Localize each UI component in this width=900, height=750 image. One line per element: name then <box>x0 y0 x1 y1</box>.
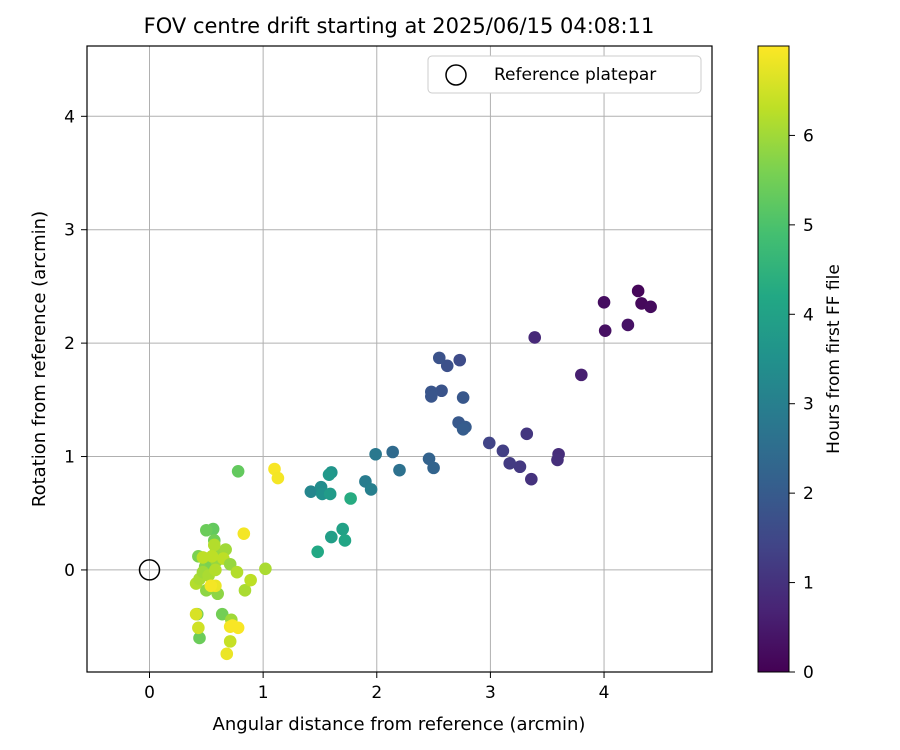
x-axis-ticks: 0 1 2 3 4 <box>144 672 609 703</box>
x-axis-label: Angular distance from reference (arcmin) <box>213 714 586 735</box>
data-point <box>364 483 378 496</box>
data-point <box>207 538 221 552</box>
colorbar-tick-label: 0 <box>803 663 814 683</box>
data-point <box>209 563 222 577</box>
legend-box <box>427 55 702 94</box>
reference-marker <box>138 559 161 581</box>
y-tick-label: 4 <box>64 107 75 127</box>
data-point <box>226 619 239 632</box>
data-point <box>193 631 206 645</box>
data-point <box>525 472 538 486</box>
data-point <box>597 295 611 309</box>
data-point <box>338 534 352 547</box>
data-point <box>520 427 534 441</box>
data-point <box>482 436 496 450</box>
y-tick-label: 3 <box>64 221 75 241</box>
data-point <box>220 647 234 661</box>
data-point <box>453 353 467 367</box>
legend-marker <box>445 64 467 86</box>
x-tick-label: 3 <box>485 683 496 703</box>
data-point <box>427 461 440 475</box>
data-point <box>204 579 218 593</box>
data-point <box>621 318 635 332</box>
data-point <box>513 460 527 474</box>
data-point <box>325 530 338 544</box>
data-point <box>393 463 406 477</box>
data-point <box>238 584 252 597</box>
data-point <box>425 390 438 403</box>
data-point <box>336 522 349 536</box>
colorbar-ticks: 0 1 2 3 4 5 6 <box>789 126 814 683</box>
data-point <box>231 464 245 478</box>
data-point <box>528 331 542 344</box>
data-point <box>196 551 210 564</box>
data-point <box>503 457 517 470</box>
colorbar-tick-label: 1 <box>803 574 814 594</box>
data-point <box>304 485 318 498</box>
chart-title: FOV centre drift starting at 2025/06/15 … <box>144 14 655 38</box>
colorbar: 0 1 2 3 4 5 6 Hours from first FF file <box>757 45 844 683</box>
colorbar-tick-label: 6 <box>803 126 814 146</box>
data-point <box>575 368 588 382</box>
data-point <box>386 445 399 459</box>
data-point <box>223 635 237 648</box>
data-point <box>200 523 213 537</box>
y-axis-ticks: 0 1 2 3 4 <box>64 107 87 581</box>
data-point <box>237 527 251 540</box>
data-point <box>189 607 203 621</box>
data-point <box>435 384 448 398</box>
colorbar-tick-label: 5 <box>803 216 814 236</box>
data-point <box>631 284 645 298</box>
y-tick-label: 1 <box>64 448 75 468</box>
colorbar-tick-label: 2 <box>803 484 814 504</box>
data-point <box>230 565 244 579</box>
data-point <box>598 324 612 337</box>
data-point <box>496 444 510 458</box>
data-point <box>456 391 470 404</box>
y-axis-label: Rotation from reference (arcmin) <box>29 211 50 507</box>
x-tick-label: 0 <box>144 683 155 703</box>
data-point <box>192 621 205 635</box>
grid-lines <box>87 46 712 672</box>
colorbar-tick-label: 3 <box>803 395 814 415</box>
x-tick-label: 4 <box>599 683 610 703</box>
y-tick-label: 0 <box>64 561 75 581</box>
data-point <box>271 471 285 485</box>
x-tick-label: 2 <box>371 683 382 703</box>
colorbar-label: Hours from first FF file <box>824 264 844 454</box>
y-tick-label: 2 <box>64 334 75 354</box>
data-point <box>259 562 272 576</box>
data-point <box>440 359 454 373</box>
data-point <box>344 492 357 505</box>
data-point <box>432 351 446 365</box>
x-tick-label: 1 <box>258 683 269 703</box>
data-point <box>323 487 337 501</box>
data-point <box>369 447 382 461</box>
data-point <box>456 423 470 436</box>
legend-entry-label: Reference platepar <box>494 65 656 85</box>
colorbar-gradient <box>757 45 790 673</box>
data-points <box>189 284 657 661</box>
colorbar-tick-label: 4 <box>803 305 814 325</box>
data-point <box>322 468 336 481</box>
reference-point <box>138 559 161 581</box>
legend: Reference platepar <box>427 55 702 94</box>
plot-frame <box>86 45 713 673</box>
data-point <box>244 573 257 587</box>
data-point <box>551 453 564 467</box>
data-point <box>215 607 229 621</box>
data-point <box>311 545 324 559</box>
data-point <box>644 300 657 314</box>
